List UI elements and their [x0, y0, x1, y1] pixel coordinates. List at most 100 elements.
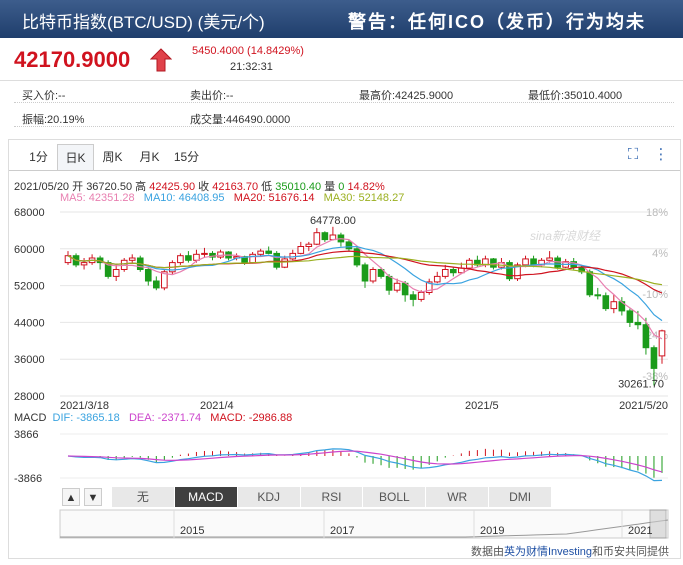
more-options-icon[interactable]: ⋮ [653, 146, 669, 163]
up-arrow-icon [150, 48, 172, 72]
y-tick-label: 60000 [14, 244, 45, 256]
macd-tick-label: 3866 [14, 429, 38, 441]
low-label: 低 [261, 181, 273, 193]
candle-body [185, 255, 192, 261]
candle-body [361, 264, 369, 282]
overview-handle [649, 509, 667, 539]
dif-line [67, 448, 663, 482]
indicator-kdj[interactable]: KDJ [237, 487, 301, 507]
ma30-value: MA30: 52148.27 [323, 192, 405, 204]
candle-body [610, 301, 618, 310]
indicator-tabs: 无 MACD KDJ RSI BOLL WR DMI [112, 487, 553, 507]
candle-body [112, 269, 120, 277]
tab-1min[interactable]: 1分 [29, 150, 48, 164]
candle-body [586, 271, 594, 296]
macd-legend: MACD DIF: -3865.18 DEA: -2371.74 MACD: -… [14, 412, 292, 424]
prev-indicator-button[interactable]: ▲ [62, 488, 80, 506]
tab-monthly[interactable]: 月K [139, 150, 160, 164]
overview-line [60, 519, 669, 538]
indicator-rsi[interactable]: RSI [300, 487, 364, 507]
y-tick-label: 52000 [14, 281, 45, 293]
candle-body [602, 295, 610, 310]
watermark: sina新浪财经 [530, 229, 602, 243]
ma10-line [67, 245, 663, 322]
candle-body [217, 251, 224, 258]
candle-body [249, 253, 256, 264]
fullscreen-icon[interactable]: ⛶ [627, 146, 639, 163]
candle-body [144, 269, 152, 282]
tab-daily[interactable]: 日K [57, 144, 94, 170]
overview-tick-label: 2019 [480, 525, 504, 537]
candle-body [417, 292, 425, 300]
stats-row-1: 买入价:-- 卖出价:-- 最高价:42425.9000 最低价:35010.4… [14, 83, 674, 103]
candle-body [425, 281, 433, 294]
candle-body [161, 271, 168, 289]
info-high: 42425.90 [149, 181, 196, 193]
candle-body [201, 252, 208, 255]
data-credit: 数据由英为财情Investing和币安共同提供 [470, 546, 669, 558]
indicator-dmi[interactable]: DMI [489, 487, 553, 507]
x-tick-label: 2021/4 [200, 400, 234, 412]
pct-tick-label: -38% [642, 371, 668, 383]
current-price: 42170.9000 [14, 47, 131, 72]
pct-tick-label: 4% [652, 248, 668, 260]
candle-body [530, 258, 537, 266]
chart-panel [8, 139, 681, 559]
candle-body [409, 294, 417, 300]
ma5-value: MA5: 42351.28 [60, 192, 135, 204]
candle-body [305, 243, 313, 247]
indicator-boll[interactable]: BOLL [363, 487, 427, 507]
candle-body [433, 275, 441, 283]
macd-tick-label: -3866 [14, 473, 42, 485]
candle-body [152, 280, 160, 289]
candle-body [281, 258, 289, 268]
candle-body [594, 294, 602, 297]
candle-body [345, 241, 353, 250]
open-label: 开 [72, 181, 84, 193]
info-pct: 14.82% [347, 181, 385, 193]
overview-tick-label: 2021 [628, 525, 652, 537]
candle-body [209, 252, 216, 258]
info-date: 2021/05/20 [14, 181, 70, 193]
candle-body [257, 250, 264, 255]
ma20-value: MA20: 51676.14 [233, 192, 315, 204]
candle-body [377, 269, 385, 277]
next-indicator-button[interactable]: ▼ [84, 488, 102, 506]
candle-body [514, 264, 521, 280]
candle-body [369, 269, 377, 282]
tab-weekly[interactable]: 周K [102, 150, 123, 164]
header-bar: 比特币指数(BTC/USD) (美元/个) 警告：任何ICO（发币）行为均未 [0, 0, 683, 38]
dif-value: DIF: -3865.18 [52, 412, 120, 424]
page-title: 比特币指数(BTC/USD) (美元/个) [22, 13, 265, 32]
candle-body [128, 257, 136, 261]
tab-15min[interactable]: 15分 [173, 150, 200, 164]
period-tabs: 1分 日K 周K 月K 15分 [20, 144, 205, 170]
y-tick-label: 44000 [14, 317, 45, 329]
macd-title: MACD [14, 412, 47, 424]
info-low: 35010.40 [275, 181, 322, 193]
max-annotation: 64778.00 [310, 215, 356, 227]
candle-body [506, 262, 513, 280]
buy-price: 买入价:-- [22, 90, 66, 102]
dea-line [67, 450, 663, 473]
candle-body [177, 255, 184, 264]
indicator-none[interactable]: 无 [112, 487, 175, 507]
high-price: 最高价:42425.9000 [359, 90, 454, 102]
overview-tick-label: 2015 [180, 525, 204, 537]
price-change: 5450.4000 (14.8429%) [192, 45, 304, 57]
info-close: 42163.70 [212, 181, 259, 193]
quote-time: 21:32:31 [230, 61, 273, 73]
volume: 成交量:446490.0000 [190, 114, 291, 126]
min-annotation: 30261.70 [618, 379, 664, 391]
candle-body [546, 257, 553, 261]
pct-tick-label: -10% [642, 289, 668, 301]
candle-body [321, 232, 329, 241]
candle-body [297, 246, 305, 254]
tab-divider [9, 170, 680, 171]
indicator-wr[interactable]: WR [426, 487, 490, 507]
indicator-macd[interactable]: MACD [174, 487, 238, 507]
macd-value: MACD: -2986.88 [210, 412, 293, 424]
ma5-line [67, 238, 663, 340]
dea-value: DEA: -2371.74 [128, 412, 202, 424]
y-tick-label: 36000 [14, 354, 45, 366]
